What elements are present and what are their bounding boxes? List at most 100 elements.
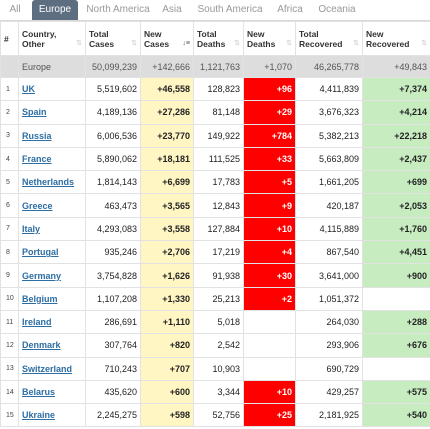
row-number: 3	[0, 123, 19, 148]
header-country[interactable]: Country, Other ⇅	[18, 21, 86, 56]
country-link[interactable]: Spain	[22, 107, 47, 118]
total-total-cases: 50,099,239	[85, 55, 141, 78]
header-num[interactable]: #	[0, 21, 19, 56]
country-link[interactable]: Ukraine	[22, 410, 56, 421]
country-link[interactable]: Portugal	[22, 247, 59, 258]
new-deaths-cell: +784	[243, 123, 296, 148]
table-row: 6 Greece 463,473 +3,565 12,843 +9 420,187 +2,05…	[0, 193, 430, 218]
country-link[interactable]: Germany	[22, 270, 62, 281]
total-recovered-cell: 1,051,372	[295, 286, 363, 311]
row-number: 2	[0, 100, 19, 125]
new-deaths-cell: +30	[243, 263, 296, 288]
new-cases-cell: +46,558	[140, 76, 194, 102]
new-cases-cell: +707	[140, 356, 194, 381]
header-new-recovered[interactable]: New Recovered ⇅	[362, 21, 430, 56]
tab-asia[interactable]: Asia	[162, 4, 182, 15]
country-link[interactable]: Belgium	[22, 293, 58, 304]
row-number: 14	[0, 379, 19, 405]
country-cell: Belarus	[18, 379, 86, 405]
country-link[interactable]: Russia	[22, 130, 52, 141]
new-deaths-cell: +2	[243, 286, 296, 311]
new-cases-cell: +27,286	[140, 100, 194, 125]
new-deaths-cell	[243, 333, 296, 358]
header-new-deaths-label: New Deaths	[247, 28, 276, 49]
country-cell: Ireland	[18, 309, 86, 335]
total-recovered-cell: 690,729	[295, 356, 363, 381]
country-link[interactable]: Netherlands	[22, 177, 75, 188]
total-deaths-cell: 17,783	[193, 170, 244, 195]
new-recovered-cell: +288	[362, 309, 430, 335]
header-new-deaths[interactable]: New Deaths ⇅	[243, 21, 296, 56]
total-recovered-cell: 264,030	[295, 309, 363, 335]
country-link[interactable]: UK	[22, 84, 35, 95]
new-deaths-cell: +29	[243, 100, 296, 125]
row-number: 15	[0, 403, 19, 428]
total-total-recovered: 46,265,778	[295, 55, 363, 78]
table-row: 14 Belarus 435,620 +600 3,344 +10 429,257 +575	[0, 379, 430, 405]
table-row: 3 Russia 6,006,536 +23,770 149,922 +784 5,382,…	[0, 123, 430, 148]
total-recovered-cell: 867,540	[295, 240, 363, 265]
total-cases-cell: 710,243	[85, 356, 141, 381]
country-link[interactable]: Ireland	[22, 317, 52, 328]
tab-oceania[interactable]: Oceania	[318, 4, 356, 15]
country-link[interactable]: France	[22, 154, 52, 165]
new-cases-cell: +600	[140, 379, 194, 405]
country-link[interactable]: Italy	[22, 223, 41, 234]
header-total-recovered[interactable]: Total Recovered ⇅	[295, 21, 363, 56]
new-recovered-cell: +575	[362, 379, 430, 405]
new-recovered-cell: +4,214	[362, 100, 430, 125]
new-recovered-cell: +900	[362, 263, 430, 288]
total-deaths-cell: 25,213	[193, 286, 244, 311]
total-recovered-cell: 4,411,839	[295, 76, 363, 102]
total-deaths-cell: 10,903	[193, 356, 244, 381]
tab-europe[interactable]: Europe	[32, 0, 78, 20]
new-recovered-cell: +2,053	[362, 193, 430, 218]
total-cases-cell: 6,006,536	[85, 123, 141, 148]
row-number: 10	[0, 286, 19, 311]
country-cell: Italy	[18, 216, 86, 242]
row-number: 13	[0, 356, 19, 381]
new-cases-cell: +1,110	[140, 309, 194, 335]
sort-desc-icon: ↓≡	[182, 39, 190, 47]
country-cell: Netherlands	[18, 170, 86, 195]
new-recovered-cell	[362, 286, 430, 311]
total-recovered-cell: 1,661,205	[295, 170, 363, 195]
country-cell: Russia	[18, 123, 86, 148]
total-cases-cell: 307,764	[85, 333, 141, 358]
total-deaths-cell: 2,542	[193, 333, 244, 358]
total-new-cases: +142,666	[140, 55, 194, 78]
row-number: 1	[0, 76, 19, 102]
country-link[interactable]: Switzerland	[22, 363, 73, 374]
header-total-recovered-label: Total Recovered	[299, 28, 343, 49]
country-cell: Denmark	[18, 333, 86, 358]
total-cases-cell: 4,293,083	[85, 216, 141, 242]
header-total-cases[interactable]: Total Cases ⇅	[85, 21, 141, 56]
new-recovered-cell: +22,218	[362, 123, 430, 148]
country-link[interactable]: Belarus	[22, 387, 56, 397]
total-row: Europe 50,099,239 +142,666 1,121,763 +1,…	[0, 55, 430, 78]
total-recovered-cell: 5,663,809	[295, 146, 363, 172]
covid-table: # Country, Other ⇅ Total Cases ⇅ New Cases…	[0, 21, 430, 428]
new-cases-cell: +6,699	[140, 170, 194, 195]
tab-north-america[interactable]: North America	[86, 4, 150, 15]
new-recovered-cell: +540	[362, 403, 430, 428]
country-link[interactable]: Greece	[22, 200, 53, 211]
row-number: 4	[0, 146, 19, 172]
country-cell: Germany	[18, 263, 86, 288]
tab-south-america[interactable]: South America	[197, 4, 263, 15]
country-link[interactable]: Denmark	[22, 340, 61, 351]
row-number: 11	[0, 309, 19, 335]
table-row: 1 UK 5,519,602 +46,558 128,823 +96 4,411,839 +7…	[0, 76, 430, 102]
total-recovered-cell: 3,641,000	[295, 263, 363, 288]
new-cases-cell: +3,565	[140, 193, 194, 218]
header-total-deaths[interactable]: Total Deaths ⇅	[193, 21, 244, 56]
tab-all[interactable]: All	[9, 4, 21, 15]
total-new-deaths: +1,070	[243, 55, 296, 78]
new-recovered-cell: +699	[362, 170, 430, 195]
total-deaths-cell: 81,148	[193, 100, 244, 125]
total-recovered-cell: 3,676,323	[295, 100, 363, 125]
tab-africa[interactable]: Africa	[277, 4, 303, 15]
header-new-cases[interactable]: New Cases ↓≡	[140, 21, 194, 56]
total-num	[0, 55, 19, 78]
total-deaths-cell: 127,884	[193, 216, 244, 242]
